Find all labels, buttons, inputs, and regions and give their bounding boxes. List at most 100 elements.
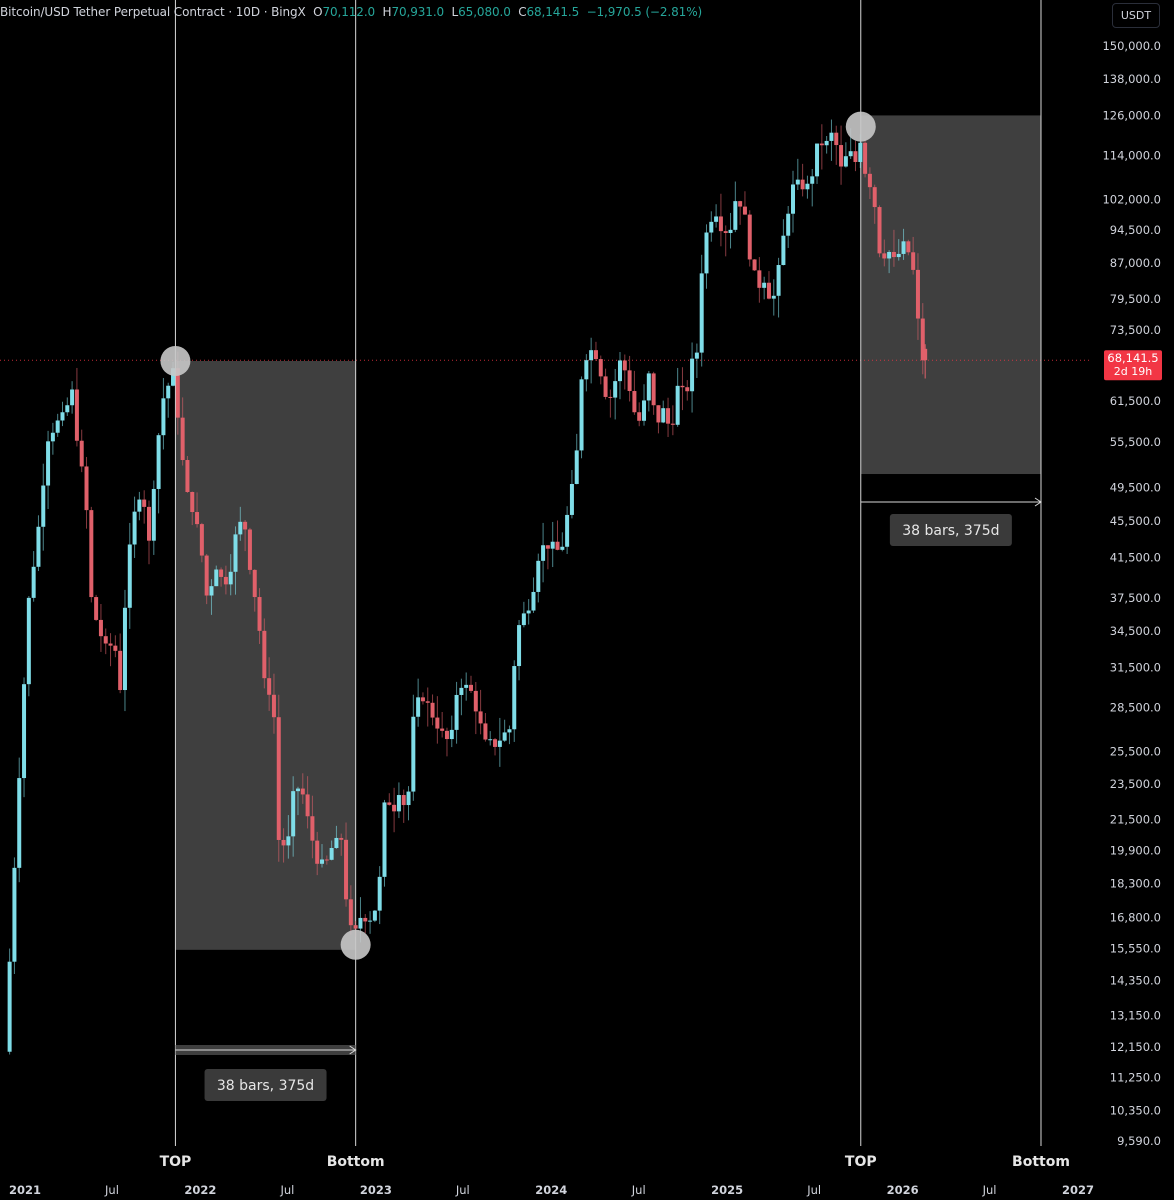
y-tick-label: 87,000.0 xyxy=(1110,256,1161,270)
candle-body xyxy=(281,839,286,846)
candle-body xyxy=(396,795,401,812)
annotation-label-3: TOP xyxy=(845,1154,877,1170)
candle-body xyxy=(872,187,877,208)
candle-body xyxy=(84,466,89,511)
candle-body xyxy=(372,910,377,921)
candle-body xyxy=(593,350,598,360)
y-tick-label: 126,000.0 xyxy=(1102,108,1161,122)
y-tick-label: 18,300.0 xyxy=(1110,877,1161,891)
price-tag-value: 68,141.5 xyxy=(1107,351,1158,365)
candle-body xyxy=(574,450,579,484)
candle-body xyxy=(46,441,51,486)
candle-body xyxy=(156,435,161,489)
candle-body xyxy=(637,412,642,421)
candle-body xyxy=(271,694,276,718)
close-value: 68,141.5 xyxy=(526,5,580,19)
candle-body xyxy=(603,376,608,397)
y-tick-label: 11,250.0 xyxy=(1110,1070,1161,1084)
y-tick-label: 25,500.0 xyxy=(1110,745,1161,759)
candle-body xyxy=(781,235,786,266)
candle-body xyxy=(252,569,257,598)
candle-body xyxy=(449,729,454,740)
currency-selector[interactable]: USDT xyxy=(1112,3,1160,28)
candle-body xyxy=(680,385,685,388)
x-tick-label: 2026 xyxy=(887,1183,919,1197)
candle-body xyxy=(50,432,55,442)
candle-body xyxy=(209,586,214,596)
candle-body xyxy=(617,360,622,382)
low-value: 65,080.0 xyxy=(458,5,511,19)
candle-body xyxy=(146,506,151,541)
x-tick-label: Jul xyxy=(455,1183,470,1197)
candle-body xyxy=(420,697,425,702)
candle-body xyxy=(430,702,435,718)
y-tick-label: 31,500.0 xyxy=(1110,660,1161,674)
y-tick-label: 10,350.0 xyxy=(1110,1104,1161,1118)
y-tick-label: 28,500.0 xyxy=(1110,700,1161,714)
measure-label-2: 38 bars, 375d xyxy=(902,523,999,539)
candle-body xyxy=(502,732,507,741)
candle-body xyxy=(810,176,815,184)
low-label: L xyxy=(451,5,459,19)
y-tick-label: 55,500.0 xyxy=(1110,435,1161,449)
measure-box-2 xyxy=(860,115,1041,475)
candle-body xyxy=(565,514,570,547)
candle-body xyxy=(704,232,709,274)
y-tick-label: 9,590.0 xyxy=(1117,1134,1161,1148)
candle-body xyxy=(108,643,113,646)
candle-body xyxy=(709,221,714,233)
candle-body xyxy=(334,837,339,848)
candle-body xyxy=(560,546,565,550)
x-tick-label: Jul xyxy=(806,1183,821,1197)
candle-body xyxy=(906,241,911,253)
y-tick-label: 94,500.0 xyxy=(1110,223,1161,237)
candle-body xyxy=(363,917,368,922)
x-tick-label: 2023 xyxy=(360,1183,392,1197)
candle-body xyxy=(608,396,613,398)
candle-body xyxy=(666,408,671,424)
y-tick-label: 34,500.0 xyxy=(1110,624,1161,638)
candle-body xyxy=(406,791,411,806)
candle-body xyxy=(805,183,810,190)
y-tick-label: 138,000.0 xyxy=(1102,72,1161,86)
y-tick-label: 15,550.0 xyxy=(1110,942,1161,956)
candle-body xyxy=(555,541,560,550)
candle-body xyxy=(829,132,834,141)
candle-body xyxy=(468,684,473,691)
annotation-label-1: TOP xyxy=(160,1154,192,1170)
candle-body xyxy=(257,597,262,631)
candle-body xyxy=(70,389,75,406)
x-tick-label: 2022 xyxy=(184,1183,216,1197)
candle-body xyxy=(843,156,848,167)
candle-body xyxy=(473,690,478,712)
candle-body xyxy=(848,151,853,157)
y-tick-label: 41,500.0 xyxy=(1110,551,1161,565)
candle-body xyxy=(142,499,147,507)
pivot-marker-1 xyxy=(160,346,191,377)
candle-body xyxy=(199,524,204,556)
candle-body xyxy=(752,259,757,271)
candle-body xyxy=(233,534,238,572)
candle-body xyxy=(915,269,920,319)
candle-body xyxy=(26,597,31,685)
candle-body xyxy=(728,229,733,234)
candle-body xyxy=(723,231,728,234)
x-tick-label: 2021 xyxy=(9,1183,41,1197)
y-tick-label: 14,350.0 xyxy=(1110,974,1161,988)
candle-body xyxy=(36,526,41,567)
candle-body xyxy=(113,645,118,651)
candle-body xyxy=(344,839,349,900)
candle-body xyxy=(7,961,12,1052)
x-tick-label: 2024 xyxy=(535,1183,567,1197)
candle-body xyxy=(223,576,228,585)
candle-body xyxy=(440,728,445,731)
candle-body xyxy=(613,381,618,398)
arrow-head-icon xyxy=(1034,497,1042,507)
candle-body xyxy=(887,251,892,259)
candle-body xyxy=(762,282,767,288)
candle-body xyxy=(310,816,315,841)
candle-body xyxy=(541,545,546,561)
x-tick-label: Jul xyxy=(982,1183,997,1197)
candle-body xyxy=(694,352,699,359)
